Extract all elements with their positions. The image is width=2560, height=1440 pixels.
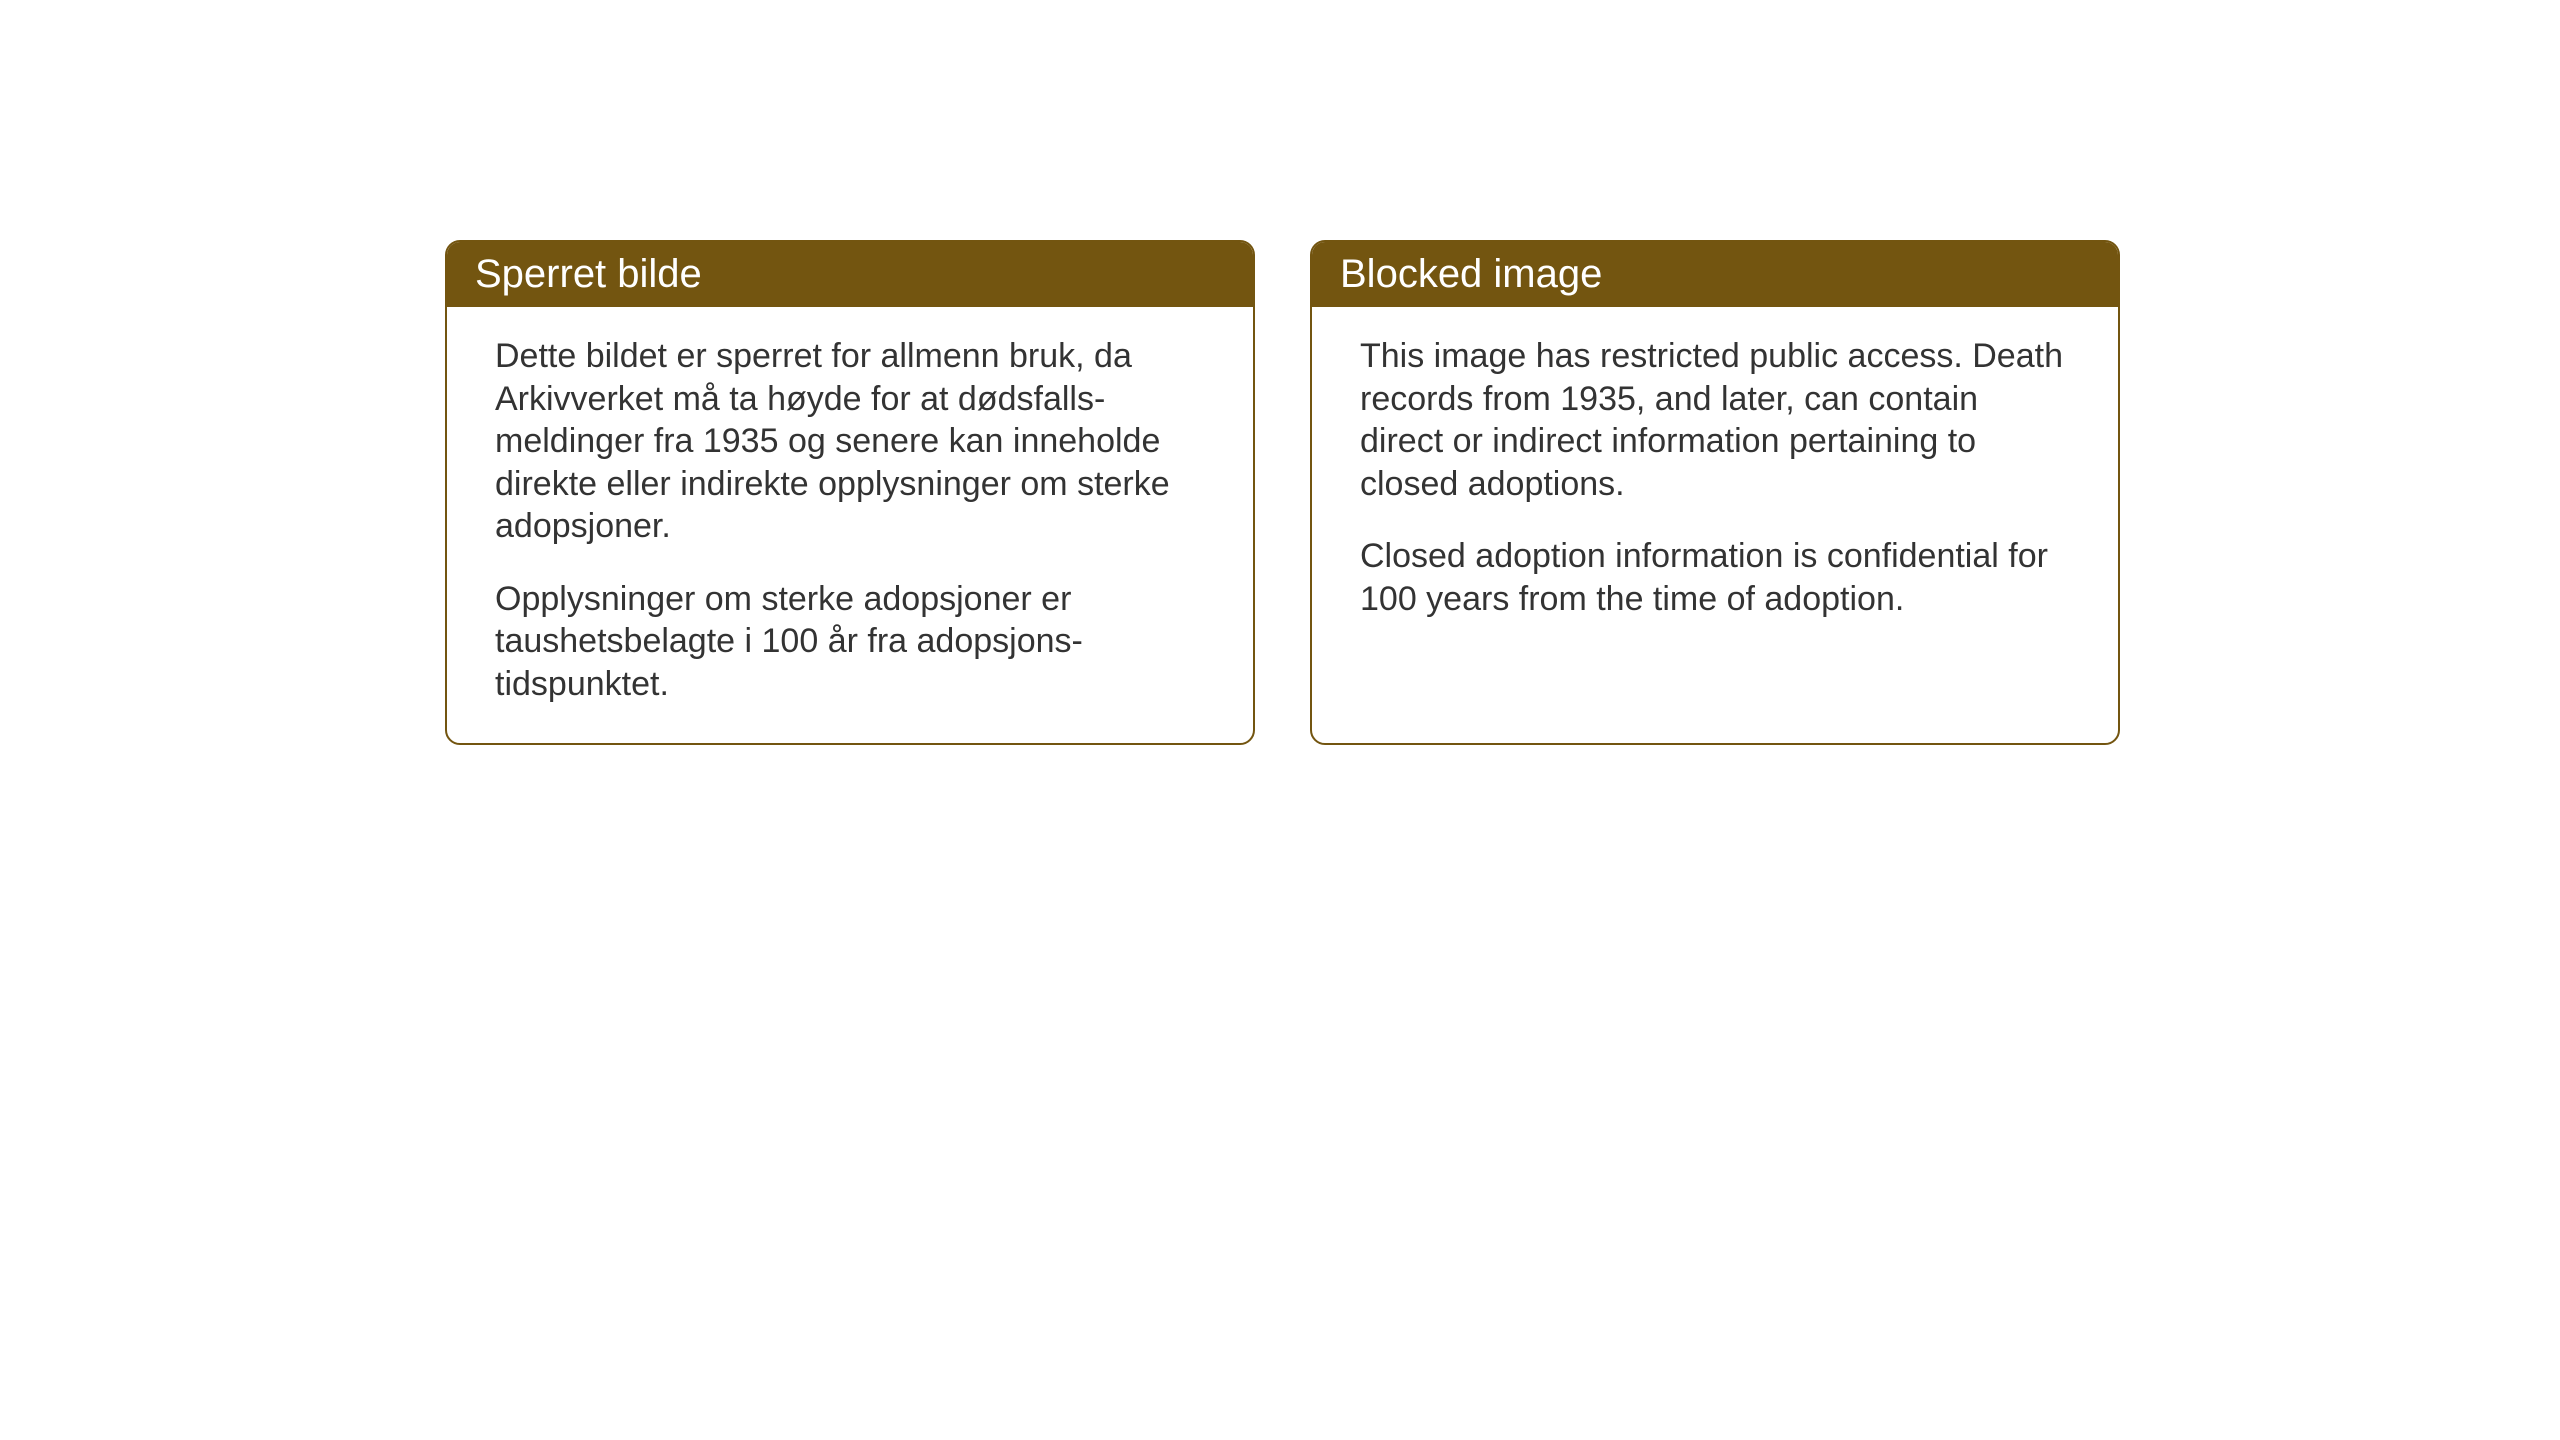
notice-container: Sperret bilde Dette bildet er sperret fo… [445,240,2120,745]
english-paragraph-1: This image has restricted public access.… [1360,335,2070,505]
norwegian-notice-card: Sperret bilde Dette bildet er sperret fo… [445,240,1255,745]
english-paragraph-2: Closed adoption information is confident… [1360,535,2070,620]
english-card-title: Blocked image [1312,242,2118,307]
english-notice-card: Blocked image This image has restricted … [1310,240,2120,745]
norwegian-paragraph-2: Opplysninger om sterke adopsjoner er tau… [495,578,1205,706]
english-card-body: This image has restricted public access.… [1312,307,2118,658]
norwegian-card-body: Dette bildet er sperret for allmenn bruk… [447,307,1253,743]
norwegian-paragraph-1: Dette bildet er sperret for allmenn bruk… [495,335,1205,548]
norwegian-card-title: Sperret bilde [447,242,1253,307]
